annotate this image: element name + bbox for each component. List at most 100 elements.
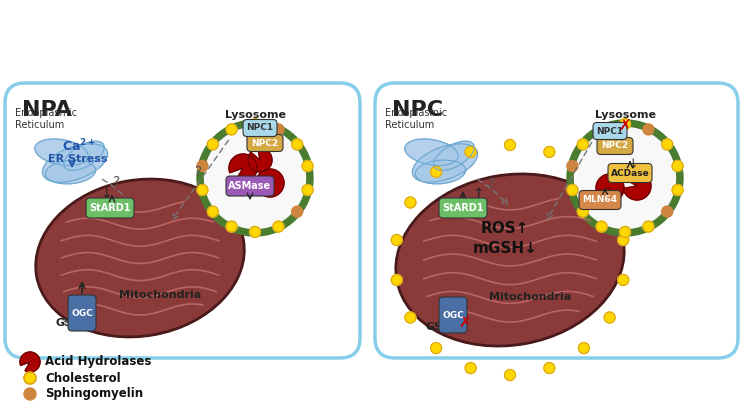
Circle shape (662, 139, 672, 150)
Text: NPC1: NPC1 (247, 123, 273, 133)
Circle shape (431, 166, 441, 177)
Text: Lysosome: Lysosome (224, 110, 285, 120)
Circle shape (226, 221, 237, 232)
Wedge shape (256, 169, 284, 197)
Circle shape (577, 139, 588, 150)
Text: ER Stress: ER Stress (48, 154, 108, 164)
Text: ?: ? (488, 177, 496, 191)
Circle shape (577, 206, 588, 217)
Circle shape (302, 184, 313, 196)
Circle shape (226, 124, 237, 135)
Circle shape (578, 343, 589, 354)
Wedge shape (596, 174, 624, 202)
Text: Cholesterol: Cholesterol (45, 372, 120, 385)
Circle shape (620, 227, 631, 237)
Circle shape (24, 372, 36, 384)
FancyBboxPatch shape (608, 163, 652, 183)
Text: Endoplasmic
Reticulum: Endoplasmic Reticulum (385, 108, 447, 130)
Ellipse shape (396, 174, 624, 346)
Text: OGC: OGC (442, 311, 464, 319)
Circle shape (197, 161, 208, 171)
Ellipse shape (434, 141, 474, 171)
FancyBboxPatch shape (68, 295, 96, 331)
Text: GSH: GSH (426, 322, 452, 332)
Circle shape (604, 197, 615, 208)
Circle shape (465, 146, 476, 158)
FancyBboxPatch shape (226, 176, 274, 196)
Text: OGC: OGC (71, 308, 93, 318)
Circle shape (672, 161, 683, 171)
FancyBboxPatch shape (439, 297, 467, 333)
Circle shape (672, 184, 683, 196)
Circle shape (567, 161, 578, 171)
Circle shape (596, 221, 607, 232)
Text: $\mathbf{Ca^{2+}}$: $\mathbf{Ca^{2+}}$ (62, 138, 96, 154)
Text: ACDase: ACDase (611, 168, 649, 178)
Text: ↓: ↓ (100, 187, 111, 201)
Text: NPC1: NPC1 (597, 127, 623, 135)
Circle shape (392, 275, 402, 285)
Text: Lysosome: Lysosome (594, 110, 655, 120)
FancyBboxPatch shape (597, 138, 633, 155)
Text: ROS↑
mGSH↓: ROS↑ mGSH↓ (473, 221, 537, 256)
Text: ?: ? (113, 175, 120, 189)
Ellipse shape (36, 179, 244, 337)
Text: ?: ? (195, 165, 202, 179)
Circle shape (302, 161, 313, 171)
Circle shape (465, 362, 476, 374)
Circle shape (567, 120, 683, 236)
Circle shape (207, 206, 218, 217)
Text: NPA: NPA (22, 100, 72, 120)
Circle shape (24, 388, 36, 400)
FancyBboxPatch shape (5, 83, 360, 358)
Circle shape (392, 234, 402, 245)
Circle shape (662, 206, 672, 217)
Circle shape (250, 227, 261, 237)
Text: Acid Hydrolases: Acid Hydrolases (45, 355, 152, 369)
Text: Mitochondria: Mitochondria (489, 292, 571, 302)
Circle shape (197, 120, 313, 236)
Circle shape (431, 343, 441, 354)
FancyBboxPatch shape (86, 198, 134, 218)
Circle shape (207, 139, 218, 150)
Circle shape (405, 197, 416, 208)
Text: MLN64: MLN64 (583, 196, 617, 204)
Circle shape (574, 127, 675, 229)
Ellipse shape (64, 141, 104, 171)
Text: ↑: ↑ (472, 187, 484, 201)
Wedge shape (229, 154, 257, 182)
Circle shape (544, 362, 555, 374)
Text: ✗: ✗ (458, 316, 471, 331)
Circle shape (643, 221, 654, 232)
Wedge shape (20, 352, 40, 372)
Ellipse shape (35, 139, 88, 166)
Circle shape (250, 119, 261, 130)
Ellipse shape (412, 144, 478, 182)
FancyBboxPatch shape (593, 122, 627, 140)
FancyBboxPatch shape (375, 83, 738, 358)
Ellipse shape (405, 139, 458, 166)
Circle shape (204, 127, 305, 229)
Text: ASMase: ASMase (228, 181, 271, 191)
Circle shape (617, 234, 629, 245)
Ellipse shape (42, 144, 108, 182)
Circle shape (273, 124, 284, 135)
Text: StARD1: StARD1 (89, 203, 131, 213)
Circle shape (620, 119, 631, 130)
Text: Endoplasmic
Reticulum: Endoplasmic Reticulum (15, 108, 77, 130)
Circle shape (292, 139, 302, 150)
Text: ✗: ✗ (619, 119, 632, 134)
Circle shape (544, 146, 555, 158)
FancyBboxPatch shape (439, 198, 487, 218)
Circle shape (292, 206, 302, 217)
Text: NPC2: NPC2 (601, 142, 629, 150)
Text: ↓: ↓ (627, 158, 637, 171)
Circle shape (596, 124, 607, 135)
Circle shape (617, 275, 629, 285)
Circle shape (504, 370, 516, 380)
Ellipse shape (415, 160, 466, 184)
Text: Sphingomyelin: Sphingomyelin (45, 387, 143, 400)
Circle shape (567, 184, 578, 196)
Text: GSH: GSH (55, 318, 82, 328)
Circle shape (273, 221, 284, 232)
